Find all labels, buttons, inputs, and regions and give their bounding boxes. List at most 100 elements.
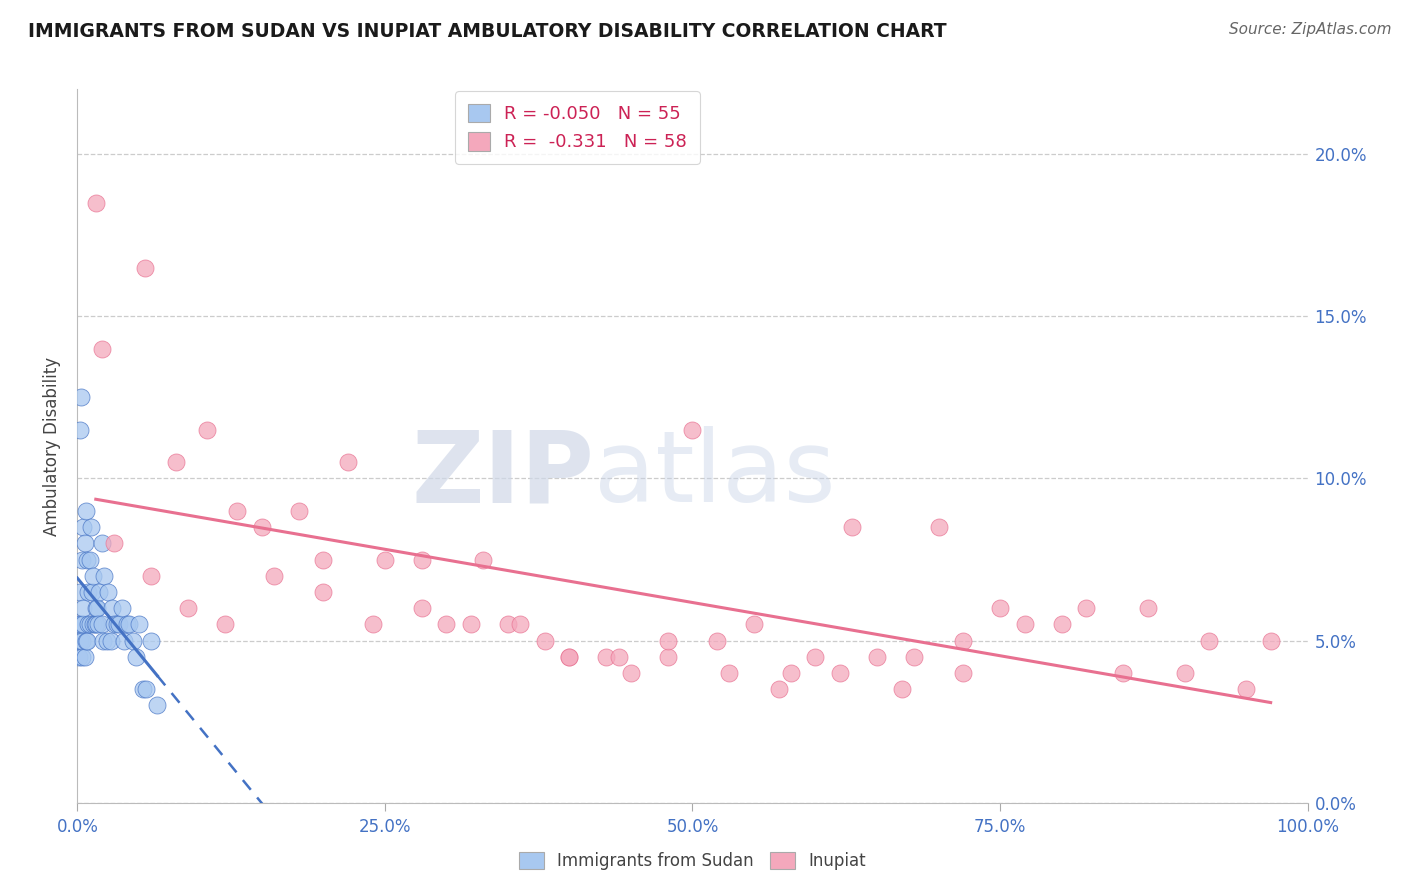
Point (93, 568, 115, 582)
Point (83, 617, 105, 632)
Point (103, 617, 125, 632)
Point (607, 649, 630, 664)
Point (780, 666, 803, 681)
Point (96, 633, 118, 648)
Point (890, 682, 912, 697)
Point (77, 617, 100, 632)
Point (141, 633, 163, 648)
Point (105, 617, 128, 632)
Point (70, 390, 93, 404)
Point (134, 260, 156, 275)
Point (72, 617, 94, 632)
Text: atlas: atlas (595, 426, 835, 523)
Point (657, 633, 679, 648)
Point (76, 633, 98, 648)
Point (742, 617, 765, 632)
Point (115, 617, 138, 632)
Point (82, 568, 104, 582)
Text: IMMIGRANTS FROM SUDAN VS INUPIAT AMBULATORY DISABILITY CORRELATION CHART: IMMIGRANTS FROM SUDAN VS INUPIAT AMBULAT… (28, 22, 946, 41)
Point (82, 585, 104, 599)
Point (1136, 601, 1159, 615)
Point (131, 682, 153, 697)
Point (1014, 617, 1036, 632)
Point (87, 617, 110, 632)
Point (718, 666, 741, 681)
Point (436, 617, 458, 632)
Point (82, 617, 104, 632)
Point (1174, 666, 1197, 681)
Point (100, 633, 122, 648)
Point (1112, 666, 1135, 681)
Point (90, 342, 114, 356)
Point (214, 617, 236, 632)
Point (108, 617, 131, 632)
Point (141, 568, 163, 582)
Point (460, 617, 482, 632)
Point (657, 649, 679, 664)
Point (135, 682, 157, 697)
Point (67, 617, 90, 632)
Point (558, 649, 581, 664)
Point (903, 649, 925, 664)
Y-axis label: Ambulatory Disability: Ambulatory Disability (44, 357, 62, 535)
Point (595, 649, 617, 664)
Point (1234, 682, 1257, 697)
Point (76, 552, 98, 566)
Point (79, 617, 101, 632)
Point (361, 617, 384, 632)
Point (86, 601, 108, 615)
Text: ZIP: ZIP (411, 426, 595, 523)
Point (79, 552, 101, 566)
Point (121, 633, 143, 648)
Point (90, 617, 114, 632)
Point (1198, 633, 1220, 648)
Point (952, 666, 974, 681)
Point (411, 552, 433, 566)
Point (472, 552, 495, 566)
Point (263, 568, 285, 582)
Point (804, 649, 827, 664)
Point (69, 633, 91, 648)
Point (226, 504, 249, 518)
Point (75, 633, 97, 648)
Point (84, 195, 107, 210)
Point (534, 633, 557, 648)
Point (312, 552, 335, 566)
Point (706, 633, 728, 648)
Point (118, 617, 141, 632)
Point (73, 649, 96, 664)
Point (558, 649, 581, 664)
Legend: Immigrants from Sudan, Inupiat: Immigrants from Sudan, Inupiat (512, 845, 873, 877)
Point (69, 423, 91, 437)
Point (411, 601, 433, 615)
Point (620, 666, 643, 681)
Point (928, 520, 950, 534)
Point (250, 520, 273, 534)
Point (73, 536, 96, 550)
Point (146, 698, 169, 713)
Point (125, 649, 148, 664)
Point (374, 552, 396, 566)
Point (177, 601, 200, 615)
Point (830, 666, 852, 681)
Point (866, 649, 889, 664)
Point (84, 601, 107, 615)
Point (496, 617, 519, 632)
Point (69, 585, 91, 599)
Point (509, 617, 531, 632)
Point (91, 633, 114, 648)
Point (101, 601, 124, 615)
Point (103, 536, 125, 550)
Point (112, 633, 135, 648)
Point (75, 504, 97, 518)
Point (97, 585, 120, 599)
Point (111, 601, 134, 615)
Point (70, 633, 93, 648)
Point (337, 455, 360, 469)
Point (70, 617, 93, 632)
Point (70, 552, 93, 566)
Point (89, 585, 111, 599)
Point (128, 617, 150, 632)
Point (84, 617, 107, 632)
Point (165, 455, 187, 469)
